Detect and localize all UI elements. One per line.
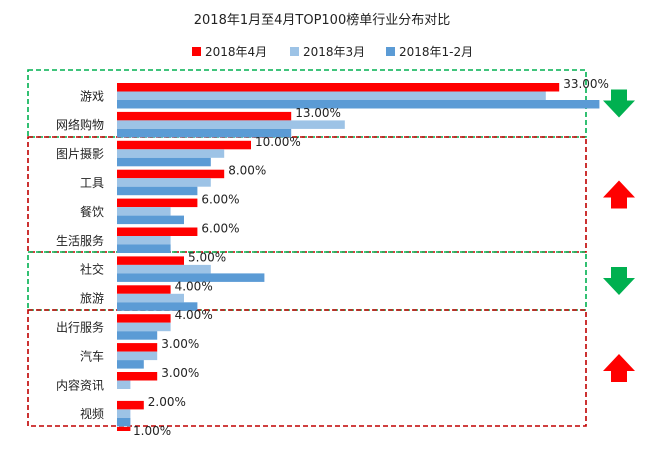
bar-1-6	[117, 264, 211, 274]
group-boxes	[27, 69, 587, 427]
legend-swatch-1	[290, 47, 299, 56]
bar-0-5	[117, 227, 198, 236]
bar-2-11	[117, 417, 131, 427]
bar-1-5	[117, 236, 171, 245]
trend-arrows	[603, 89, 635, 382]
category-label-11: 视频	[80, 406, 104, 421]
bar-2-2	[117, 157, 211, 167]
bar-2-4	[117, 215, 184, 225]
bar-0-3	[117, 169, 225, 179]
bar-2-6	[117, 273, 265, 282]
value-label-3: 8.00%	[228, 164, 266, 178]
cut-off-bar	[117, 427, 131, 431]
bar-0-6	[117, 256, 184, 265]
bar-2-5	[117, 244, 171, 253]
category-label-6: 社交	[80, 262, 104, 277]
value-label-0: 33.00%	[563, 77, 609, 91]
category-label-8: 出行服务	[56, 319, 104, 334]
bar-1-1	[117, 120, 345, 129]
bar-2-3	[117, 186, 198, 196]
bar-1-7	[117, 293, 184, 303]
category-label-9: 汽车	[80, 348, 104, 363]
bar-2-8	[117, 331, 158, 340]
category-label-10: 内容资讯	[56, 377, 104, 392]
bar-2-0	[117, 100, 600, 109]
category-label-2: 图片摄影	[56, 146, 104, 161]
group-red-1-box	[27, 136, 587, 253]
bar-1-9	[117, 351, 158, 361]
value-label-11: 2.00%	[148, 395, 186, 409]
category-label-4: 餐饮	[80, 204, 104, 219]
bar-0-8	[117, 314, 171, 323]
bar-1-0	[117, 91, 546, 100]
value-label-2: 10.00%	[255, 135, 301, 149]
value-labels: 33.00% 13.00% 10.00% 8.00% 6.00% 6.00% 5.00% 4.…	[133, 77, 609, 438]
bar-1-10	[117, 380, 131, 389]
bar-1-11	[117, 409, 131, 418]
bar-0-1	[117, 111, 292, 121]
value-label-10: 3.00%	[161, 366, 199, 380]
legend-swatch-0	[192, 47, 201, 56]
chart-title: 2018年1月至4月TOP100榜单行业分布对比	[194, 12, 450, 28]
value-label-1: 13.00%	[295, 106, 341, 120]
bar-0-2	[117, 140, 251, 150]
cut-off-value-label: 1.00%	[133, 424, 171, 438]
value-label-9: 3.00%	[161, 337, 199, 351]
category-label-0: 游戏	[80, 89, 104, 103]
group-green-1-box	[27, 69, 587, 138]
bar-1-8	[117, 322, 171, 332]
bar-2-1	[117, 128, 292, 138]
value-label-8: 4.00%	[175, 308, 213, 322]
bar-2-9	[117, 360, 144, 369]
legend-label-2: 2018年1-2月	[399, 45, 473, 59]
legend-label-0: 2018年4月	[205, 45, 267, 59]
group-red-2-box	[27, 309, 587, 427]
bar-0-0	[117, 83, 560, 92]
bar-2-7	[117, 302, 198, 311]
legend-swatch-2	[386, 47, 395, 56]
category-label-1: 网络购物	[56, 117, 104, 132]
bar-0-7	[117, 285, 171, 294]
value-label-7: 4.00%	[175, 279, 213, 293]
bar-0-9	[117, 343, 158, 352]
bar-0-10	[117, 372, 158, 381]
value-label-4: 6.00%	[201, 193, 239, 207]
category-label-3: 工具	[80, 176, 104, 190]
bar-1-3	[117, 178, 211, 187]
bars	[117, 83, 600, 431]
group-green-2-box	[27, 251, 587, 311]
category-label-5: 生活服务	[56, 233, 104, 248]
bar-1-4	[117, 207, 171, 216]
bar-0-4	[117, 198, 198, 208]
category-label-7: 旅游	[80, 292, 104, 306]
bar-0-11	[117, 400, 144, 410]
value-label-5: 6.00%	[201, 222, 239, 236]
bar-1-2	[117, 149, 225, 158]
up-arrow-icon-1	[603, 180, 635, 209]
legend-label-1: 2018年3月	[303, 45, 365, 59]
legend: 2018年4月 2018年3月 2018年1-2月	[192, 45, 473, 59]
value-label-6: 5.00%	[188, 250, 226, 264]
up-arrow-icon-3	[603, 354, 635, 382]
down-arrow-icon-0	[603, 89, 635, 118]
down-arrow-icon-2	[603, 267, 635, 295]
